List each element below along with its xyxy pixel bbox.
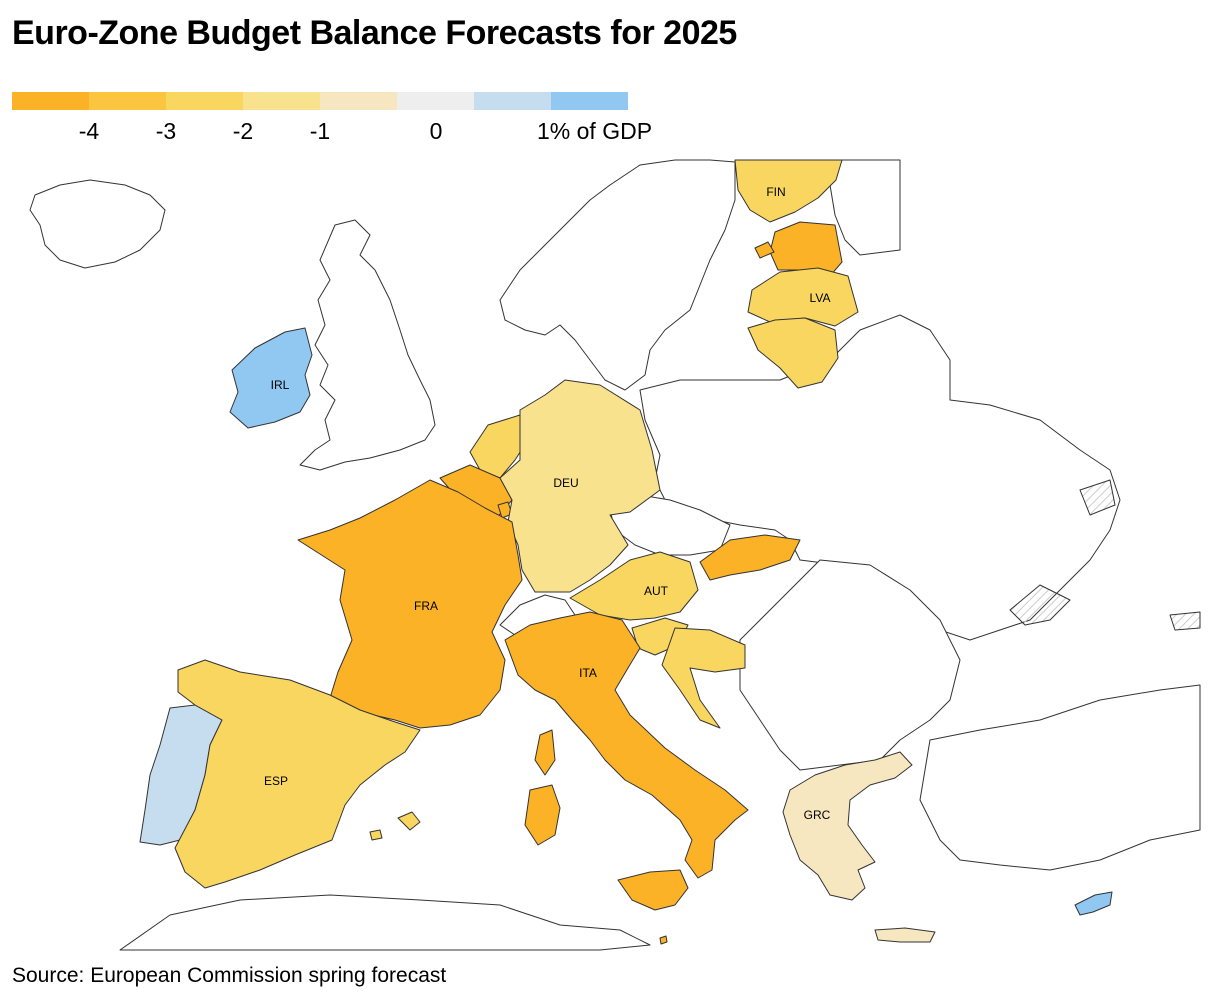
label-deu: DEU — [553, 476, 578, 490]
country-italy[interactable] — [504, 611, 749, 879]
legend-swatch-1 — [12, 92, 89, 110]
legend-bar — [12, 92, 628, 110]
legend-label-minus-3: -3 — [155, 118, 177, 144]
north-africa-shape — [119, 894, 651, 951]
country-france-corsica[interactable] — [534, 729, 556, 776]
balkans-east-shape — [739, 559, 961, 771]
legend-swatch-3 — [166, 92, 243, 110]
color-legend: -4 -3 -2 -1 0 1% of GDP — [12, 92, 652, 148]
russia-finland-east-shape — [829, 159, 901, 256]
country-germany[interactable] — [499, 379, 661, 593]
country-spain[interactable] — [174, 659, 421, 889]
legend-swatch-7 — [474, 92, 551, 110]
country-france[interactable] — [297, 479, 523, 729]
legend-swatch-8 — [551, 92, 628, 110]
turkey-shape — [919, 684, 1201, 871]
disputed-area-east — [1169, 611, 1201, 631]
country-malta[interactable] — [659, 935, 668, 945]
country-estonia-island[interactable] — [754, 241, 775, 259]
label-ita: ITA — [579, 666, 597, 680]
country-spain-balearic-small[interactable] — [369, 829, 383, 841]
country-slovakia[interactable] — [699, 534, 801, 581]
label-esp: ESP — [264, 774, 288, 788]
legend-swatch-2 — [89, 92, 166, 110]
country-greece-crete[interactable] — [874, 927, 936, 943]
country-italy-sardinia[interactable] — [524, 784, 561, 846]
great-britain-shape — [299, 219, 436, 471]
country-cyprus[interactable] — [1074, 891, 1113, 916]
legend-swatch-4 — [243, 92, 320, 110]
disputed-area-crimea — [1009, 584, 1071, 626]
label-aut: AUT — [644, 584, 669, 598]
label-irl: IRL — [271, 378, 290, 392]
legend-labels: -4 -3 -2 -1 0 1% of GDP — [12, 118, 652, 148]
legend-swatch-6 — [397, 92, 474, 110]
label-grc: GRC — [804, 808, 831, 822]
europe-map: FIN LVA IRL DEU AUT FRA ITA ESP GRC — [29, 159, 1201, 951]
country-latvia[interactable] — [747, 267, 859, 327]
iceland-shape — [29, 179, 166, 269]
legend-label-minus-1: -1 — [309, 118, 331, 144]
country-lithuania[interactable] — [747, 317, 839, 389]
label-fra: FRA — [414, 599, 438, 613]
country-italy-sicily[interactable] — [617, 869, 689, 911]
country-spain-balearic[interactable] — [397, 811, 421, 831]
legend-label-minus-4: -4 — [78, 118, 100, 144]
country-austria[interactable] — [569, 551, 699, 621]
country-croatia[interactable] — [661, 627, 746, 729]
country-greece[interactable] — [782, 751, 913, 901]
label-lva: LVA — [810, 291, 831, 305]
country-finland[interactable] — [734, 159, 843, 223]
label-fin: FIN — [766, 185, 785, 199]
legend-label-zero: 0 — [429, 118, 443, 144]
legend-swatch-5 — [320, 92, 397, 110]
legend-label-one-percent: 1% of GDP — [537, 118, 653, 144]
legend-label-minus-2: -2 — [232, 118, 254, 144]
country-estonia[interactable] — [769, 221, 843, 277]
disputed-area-donbas — [1079, 479, 1116, 516]
country-ireland[interactable] — [229, 327, 313, 429]
source-note: Source: European Commission spring forec… — [12, 964, 447, 987]
scandinavia-shape — [499, 159, 736, 391]
chart-title: Euro-Zone Budget Balance Forecasts for 2… — [12, 14, 737, 52]
